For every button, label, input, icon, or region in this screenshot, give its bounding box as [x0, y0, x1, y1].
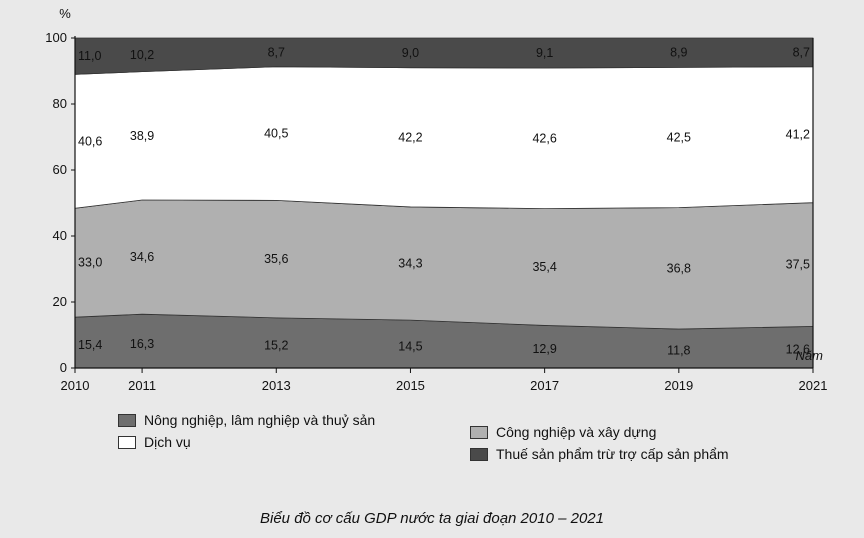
legend-label-agriculture: Nông nghiệp, lâm nghiệp và thuỷ sản	[144, 412, 376, 428]
y-tick-label: 40	[53, 228, 67, 243]
data-label-series-3: 42,5	[667, 130, 691, 144]
y-tick-label: 20	[53, 294, 67, 309]
data-label-series-3: 38,9	[130, 129, 154, 143]
legend-item-agriculture: Nông nghiệp, lâm nghiệp và thuỷ sản	[118, 412, 375, 428]
legend-swatch-taxes	[470, 447, 488, 461]
chart-axes: 0 20 40 60 80 100% 2010 2011 2013 2015 2017 2019 202…	[45, 6, 827, 393]
data-label-series-4: 10,2	[130, 48, 154, 62]
data-label-series-1: 11,8	[667, 343, 690, 357]
y-tick-label: 100	[45, 30, 67, 45]
data-label-series-3: 41,2	[786, 128, 810, 142]
legend-label-industry: Công nghiệp và xây dựng	[496, 424, 657, 440]
data-label-series-4: 8,9	[670, 46, 687, 60]
x-tick-label: 2021	[799, 378, 828, 393]
data-label-series-1: 15,2	[264, 338, 288, 352]
legend-item-industry: Công nghiệp và xây dựng	[470, 424, 656, 440]
data-label-series-4: 9,1	[536, 46, 553, 60]
legend-label-taxes: Thuế sản phẩm trừ trợ cấp sản phẩm	[496, 446, 729, 462]
data-label-series-3: 40,6	[78, 134, 102, 148]
data-label-series-3: 40,5	[264, 127, 288, 141]
y-tick-label: 0	[60, 360, 67, 375]
data-label-series-3: 42,2	[398, 130, 422, 144]
legend: Nông nghiệp, lâm nghiệp và thuỷ sản Dịch…	[118, 408, 818, 468]
legend-item-taxes: Thuế sản phẩm trừ trợ cấp sản phẩm	[470, 446, 729, 462]
data-labels: 15,4 16,3 15,2 14,5 12,9 11,8 12,6 33,0 34,6 35,6…	[78, 45, 810, 357]
legend-swatch-industry	[470, 425, 488, 439]
data-label-series-2: 34,6	[130, 250, 154, 264]
data-label-series-2: 37,5	[786, 258, 810, 272]
area-series-3	[74, 66, 814, 210]
legend-label-services: Dịch vụ	[144, 434, 191, 450]
data-label-series-2: 35,4	[532, 260, 556, 274]
x-tick-label: 2015	[396, 378, 425, 393]
x-axis-label: Năm	[796, 348, 824, 363]
y-tick-label: 60	[53, 162, 67, 177]
data-label-series-4: 8,7	[268, 45, 285, 59]
x-tick-label: 2019	[664, 378, 693, 393]
x-tick-label: 2017	[530, 378, 559, 393]
data-label-series-3: 42,6	[532, 131, 556, 145]
y-axis-label: %	[59, 6, 71, 21]
data-label-series-1: 14,5	[398, 339, 422, 353]
x-tick-label: 2010	[61, 378, 90, 393]
data-label-series-2: 35,6	[264, 252, 288, 266]
chart-caption: Biểu đồ cơ cấu GDP nước ta giai đoạn 201…	[260, 510, 604, 527]
legend-item-services: Dịch vụ	[118, 434, 191, 450]
data-label-series-1: 16,3	[130, 337, 154, 351]
data-label-series-1: 12,9	[532, 342, 556, 356]
data-label-series-1: 15,4	[78, 338, 102, 352]
data-label-series-4: 9,0	[402, 46, 419, 60]
data-label-series-2: 36,8	[667, 261, 691, 275]
data-label-series-2: 34,3	[398, 257, 422, 271]
legend-swatch-agriculture	[118, 413, 136, 427]
x-tick-label: 2013	[262, 378, 291, 393]
gdp-structure-chart: 0 20 40 60 80 100% 2010 2011 2013 2015 2017 2019 202…	[45, 6, 827, 393]
legend-swatch-services	[118, 435, 136, 449]
data-label-series-4: 11,0	[78, 49, 101, 63]
x-tick-label: 2011	[128, 378, 156, 393]
stacked-areas	[74, 37, 814, 369]
data-label-series-4: 8,7	[793, 45, 810, 59]
data-label-series-2: 33,0	[78, 256, 102, 270]
y-tick-label: 80	[53, 96, 67, 111]
data-label-series-1: 12,6	[786, 342, 810, 356]
area-series-2	[74, 199, 814, 330]
